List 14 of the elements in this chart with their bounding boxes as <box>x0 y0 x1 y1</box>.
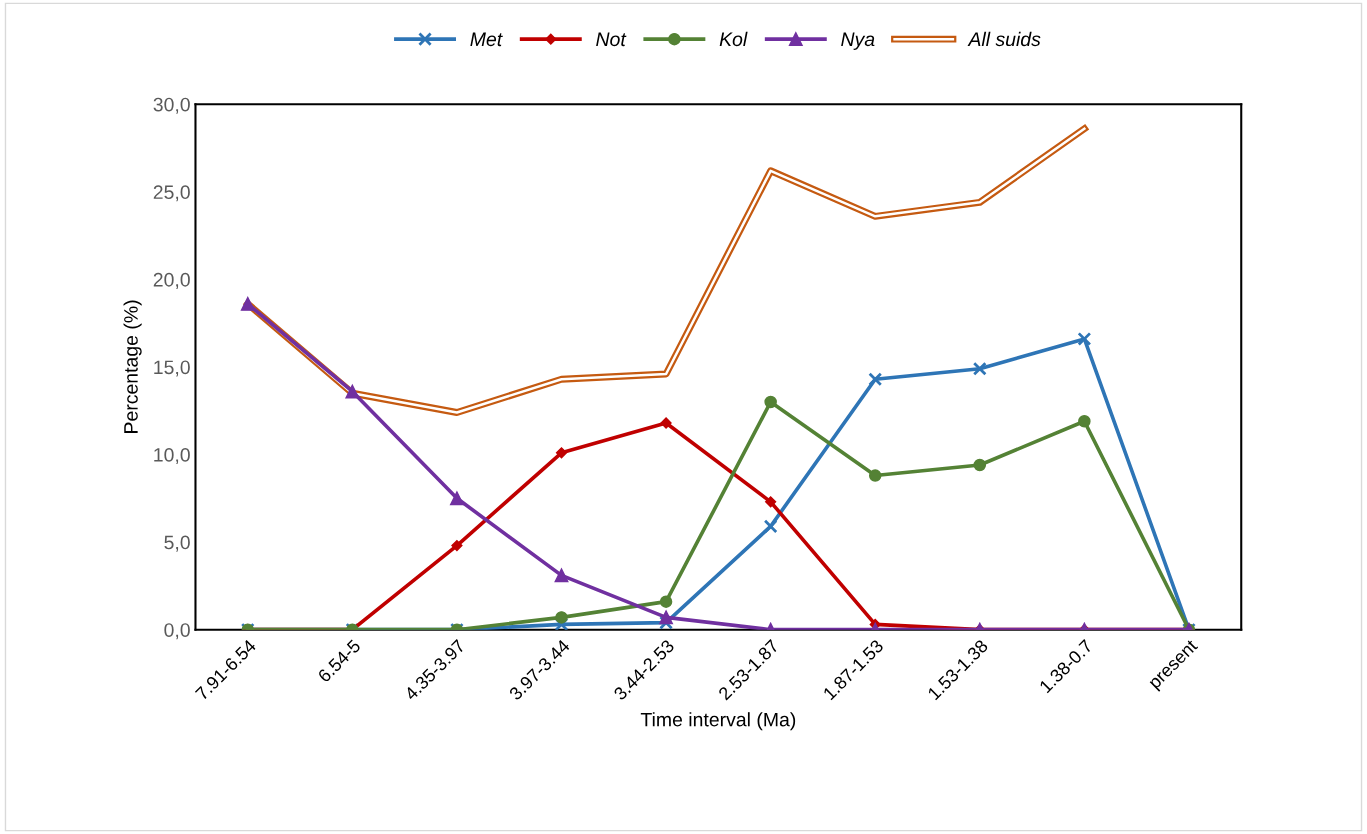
y-tick-label: 30,0 <box>153 97 190 114</box>
y-axis-title: Percentage (%) <box>123 300 142 433</box>
legend-label: Not <box>596 32 627 47</box>
legend-label: All suids <box>967 31 1041 47</box>
y-tick-label: 15,0 <box>154 360 190 377</box>
y-tick-label: 25,0 <box>153 185 190 202</box>
y-tick-label: 5,0 <box>164 535 190 552</box>
legend-label: Met <box>470 32 503 47</box>
x-axis-title: Time interval (Ma) <box>640 712 796 731</box>
legend-label: Kol <box>719 31 748 47</box>
y-tick-label: 10,0 <box>154 448 190 465</box>
y-tick-label: 20,0 <box>153 272 190 289</box>
y-tick-label: 0,0 <box>164 623 190 640</box>
legend-label: Nya <box>841 32 875 50</box>
